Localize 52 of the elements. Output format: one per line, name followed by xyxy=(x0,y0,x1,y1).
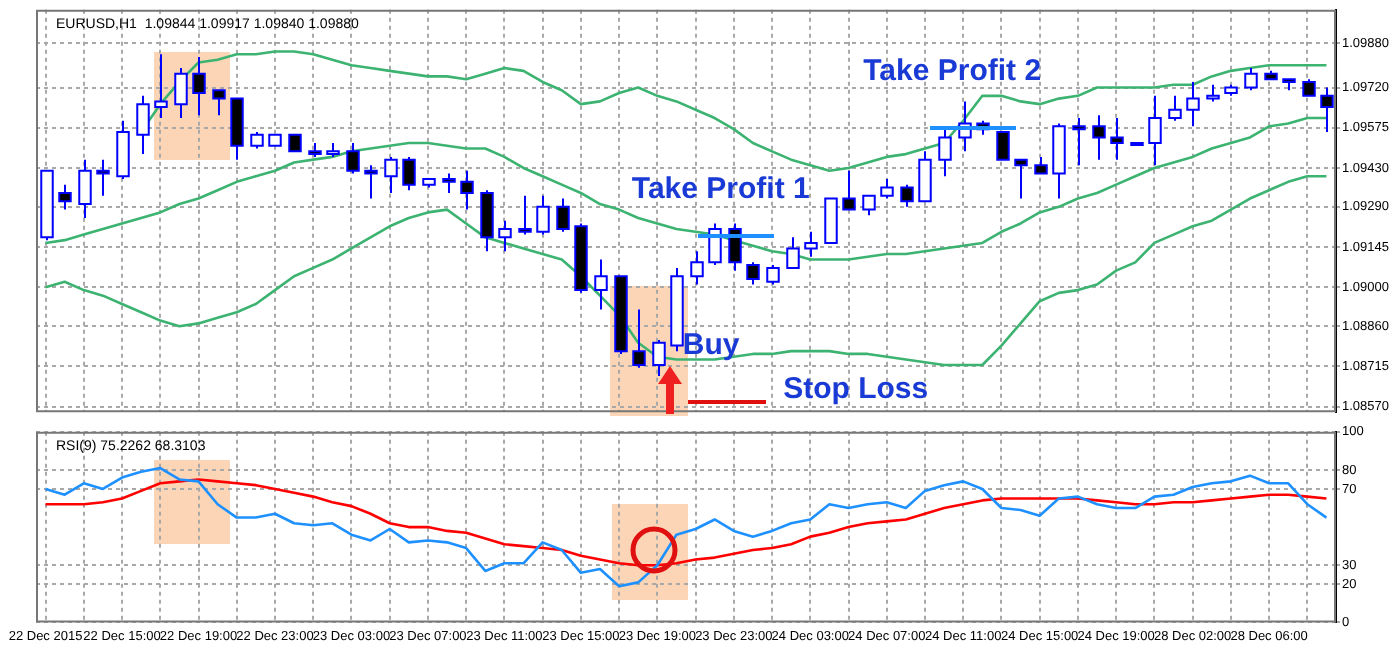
candlestick xyxy=(1014,158,1028,200)
candlestick xyxy=(1168,94,1182,122)
candlestick xyxy=(174,67,188,120)
candlestick xyxy=(518,194,532,236)
candlestick xyxy=(594,258,608,311)
annotation: Buy xyxy=(682,328,741,363)
candlestick xyxy=(1186,80,1200,128)
candlestick xyxy=(402,155,416,192)
candlestick xyxy=(652,339,666,378)
candlestick xyxy=(498,219,512,253)
candlestick xyxy=(746,261,760,286)
candlestick xyxy=(364,164,378,200)
candlestick xyxy=(1092,114,1106,161)
candlestick xyxy=(154,53,168,120)
candlestick xyxy=(632,308,646,369)
candlestick xyxy=(804,230,818,258)
candlestick xyxy=(786,236,800,269)
candlestick xyxy=(460,169,474,211)
candlestick xyxy=(938,128,952,178)
candlestick xyxy=(918,150,932,203)
candlestick xyxy=(1072,117,1086,167)
candlestick xyxy=(192,55,206,117)
candlestick xyxy=(842,169,856,211)
candlestick xyxy=(708,222,722,267)
annotation: Take Profit 1 xyxy=(631,172,810,207)
candlestick xyxy=(384,155,398,194)
candlestick xyxy=(480,189,494,253)
annotation: Stop Loss xyxy=(783,372,929,407)
candlestick xyxy=(116,119,130,181)
candlestick xyxy=(1148,94,1162,167)
candlestick xyxy=(1110,117,1124,161)
candlestick xyxy=(996,130,1010,161)
candlestick xyxy=(690,250,704,286)
candlestick xyxy=(78,158,92,219)
candlestick xyxy=(1052,122,1066,200)
candlestick xyxy=(824,197,838,244)
annotation: Take Profit 2 xyxy=(863,54,1042,89)
candlestick xyxy=(1244,67,1258,92)
candlestick xyxy=(728,222,742,272)
candlestick xyxy=(96,158,110,197)
candlestick xyxy=(346,142,360,175)
candlestick xyxy=(880,178,894,200)
candlestick xyxy=(230,97,244,161)
candlestick xyxy=(58,183,72,211)
candlestick xyxy=(212,89,226,117)
candlestick xyxy=(536,194,550,236)
candlestick xyxy=(766,264,780,286)
candlestick xyxy=(900,183,914,208)
candlestick xyxy=(862,194,876,217)
candlestick xyxy=(136,94,150,156)
candlestick xyxy=(556,197,570,233)
candlestick xyxy=(442,172,456,194)
